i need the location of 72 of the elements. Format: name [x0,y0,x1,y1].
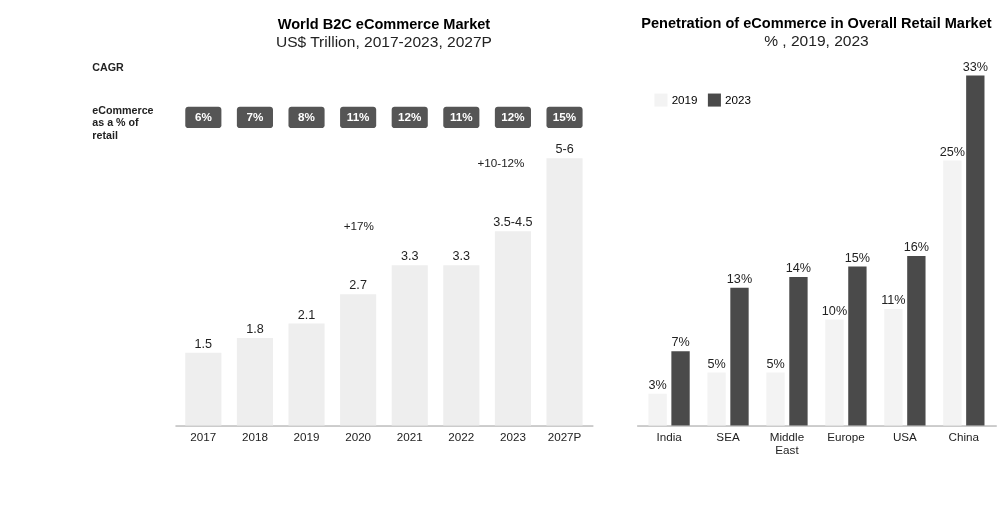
data-label: 5% [707,356,726,371]
chart-title: Penetration of eCommerce in Overall Retail Market [641,15,992,31]
x-tick-label: Middle East [769,429,805,457]
x-tick-label: India [656,429,683,443]
data-label: 14% [785,261,812,276]
bar [848,266,867,426]
bar [185,352,222,426]
data-label: 2.1 [297,307,316,322]
x-tick-label: SEA [716,429,740,443]
bar [391,265,428,426]
annotation: +10-12% [477,155,525,169]
x-tick-label: 2022 [448,429,475,443]
data-label: 2.7 [349,278,367,293]
bar [546,158,583,426]
text: 12% [398,110,423,124]
bar [288,323,325,426]
bar [443,265,480,426]
chart-subtitle: % , 2019, 2023 [764,32,869,50]
x-tick-label: 2023 [499,429,526,443]
x-tick-label: 2027P [547,429,582,443]
data-label: 5-6 [555,142,574,157]
bar [966,75,985,426]
bar [907,255,926,426]
x-tick-label: Europe [827,429,865,443]
data-label: 1.8 [246,322,264,337]
bar [943,160,962,426]
text: 8% [298,110,316,124]
data-label: 3.3 [400,249,419,264]
data-label: 5% [766,356,785,371]
chart-title: World B2C eCommerce Market [277,15,491,32]
data-label: 13% [726,271,753,286]
text: 7% [246,110,264,124]
x-tick-label: 2021 [396,429,423,443]
data-label: 11% [881,293,906,308]
bar [884,308,903,426]
x-tick-label: China [948,429,980,443]
legend-label: 2019 [671,92,698,106]
bar [825,319,844,426]
x-tick-label: 2020 [345,429,372,443]
data-label: 3% [648,377,667,392]
text: CAGR [92,60,125,73]
x-tick-label: 2019 [293,429,320,443]
bar [648,393,667,426]
bar [730,287,749,426]
bar [707,372,726,426]
data-label: 33% [962,59,988,74]
data-label: 16% [903,240,929,255]
text: 11% [346,110,371,124]
bar [766,372,785,426]
x-tick-label: 2017 [190,429,217,443]
data-label: 1.5 [194,336,213,351]
x-tick-label: USA [892,429,918,443]
bar [340,294,377,426]
data-label: 10% [821,303,848,318]
text: eCommerce as a % of retail [92,103,154,141]
data-label: 15% [844,250,871,265]
text: 11% [449,110,474,124]
data-label: 25% [939,144,966,159]
x-tick-label: 2018 [241,429,268,443]
text: 15% [552,110,577,124]
chart-subtitle: US$ Trillion, 2017-2023, 2027P [275,33,492,51]
data-label: 3.5-4.5 [493,215,533,230]
text: 6% [194,110,213,124]
legend-label: 2023 [725,92,752,106]
bar [236,338,273,426]
text: 12% [501,110,526,124]
bar [671,351,690,426]
bar [789,277,808,426]
bar [494,231,531,426]
annotation: +17% [343,218,374,232]
data-label: 3.3 [452,249,471,264]
data-label: 7% [671,335,690,350]
